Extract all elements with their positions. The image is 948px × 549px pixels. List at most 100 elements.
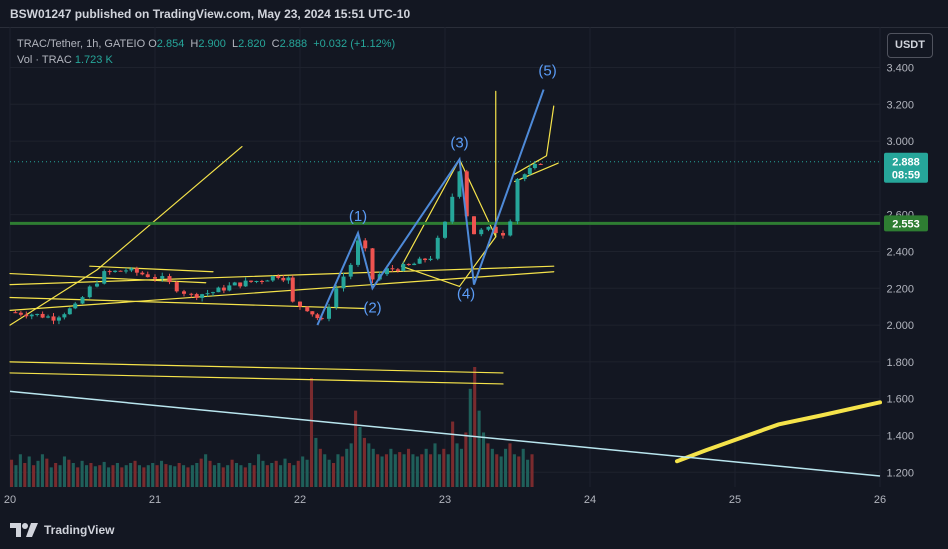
candle-body bbox=[341, 276, 346, 289]
volume-bar bbox=[314, 437, 318, 487]
volume-bar bbox=[380, 456, 384, 487]
volume-bar bbox=[265, 465, 269, 487]
trendline-lower-band-2 bbox=[9, 372, 504, 385]
candle-body bbox=[532, 163, 537, 169]
brand-name: TradingView bbox=[44, 523, 115, 537]
volume-bar bbox=[402, 454, 406, 487]
volume-bar bbox=[102, 461, 106, 487]
candle-body bbox=[194, 294, 199, 298]
currency-button[interactable]: USDT bbox=[887, 33, 933, 58]
candle-body bbox=[428, 258, 433, 261]
candle-body bbox=[290, 277, 295, 302]
volume-bar bbox=[327, 459, 331, 487]
volume-bar bbox=[89, 463, 93, 487]
volume-bar bbox=[437, 454, 441, 487]
volume-bar bbox=[177, 463, 181, 487]
volume-bar bbox=[137, 465, 142, 487]
candle-body bbox=[129, 268, 134, 271]
candle-body bbox=[417, 258, 422, 264]
time-axis[interactable]: 20 21 22 23 24 25 26 bbox=[4, 494, 886, 506]
volume-bar bbox=[32, 465, 36, 487]
volume-bar bbox=[186, 467, 190, 487]
symbol-title[interactable]: TRAC/Tether, 1h, GATEIO bbox=[17, 38, 146, 50]
volume-bar bbox=[155, 465, 159, 487]
close-label: C bbox=[271, 38, 280, 50]
volume-bar bbox=[283, 458, 287, 487]
candle-body bbox=[232, 282, 237, 286]
volume-bar bbox=[464, 432, 468, 487]
candle-body bbox=[73, 303, 78, 309]
time-tick-label: 23 bbox=[439, 494, 451, 506]
last-price-tag bbox=[884, 152, 928, 183]
candle-body bbox=[390, 268, 395, 270]
trendline-lower-band-1 bbox=[9, 361, 504, 374]
candle-body bbox=[29, 314, 34, 317]
volume-bar bbox=[406, 448, 411, 487]
candle-body bbox=[327, 307, 331, 319]
volume-bar bbox=[221, 467, 225, 487]
volume-bar bbox=[526, 459, 530, 487]
volume-bar bbox=[477, 410, 481, 487]
volume-bar bbox=[49, 467, 53, 487]
volume-bar bbox=[23, 463, 27, 487]
candle-body bbox=[35, 313, 40, 315]
tradingview-footer[interactable]: TradingView bbox=[10, 523, 114, 537]
volume-bar bbox=[309, 377, 314, 487]
volume-bar bbox=[292, 465, 296, 487]
candle-body bbox=[508, 221, 513, 236]
candle-body bbox=[174, 282, 179, 292]
volume-bar bbox=[279, 465, 283, 487]
volume-bar bbox=[433, 443, 437, 487]
candle-body bbox=[243, 280, 248, 287]
volume-bar bbox=[195, 463, 199, 487]
candle-body bbox=[501, 233, 505, 236]
price-tick-label: 3.000 bbox=[886, 136, 914, 148]
volume-bar bbox=[248, 463, 252, 487]
candle-body bbox=[472, 216, 476, 235]
volume-bar bbox=[331, 463, 336, 487]
candle-body bbox=[515, 178, 520, 222]
trendline-channel-mid bbox=[9, 271, 555, 311]
volume-bar bbox=[146, 465, 150, 487]
volume-bar bbox=[234, 463, 239, 487]
volume-bar bbox=[468, 388, 472, 487]
candle-body bbox=[160, 276, 165, 279]
price-axis[interactable]: 1.2001.4001.6001.8002.0002.2002.4002.600… bbox=[886, 62, 914, 479]
volume-bar bbox=[58, 465, 62, 487]
volume-bar bbox=[252, 465, 256, 487]
candle-body bbox=[356, 240, 360, 265]
candle-body bbox=[276, 275, 281, 278]
grid bbox=[9, 27, 881, 487]
volume-bar bbox=[340, 456, 344, 487]
candle-body bbox=[457, 171, 462, 197]
volume-bar bbox=[336, 454, 340, 487]
candle-body bbox=[334, 288, 339, 308]
candle-body bbox=[56, 317, 61, 321]
candle-body bbox=[153, 277, 157, 279]
high-value: 2.900 bbox=[198, 38, 226, 50]
volume-bar bbox=[142, 467, 146, 487]
volume-bar bbox=[371, 448, 375, 487]
candle-body bbox=[62, 314, 67, 318]
bar-countdown: 08:59 bbox=[892, 170, 920, 182]
candle-body bbox=[140, 272, 145, 275]
volume-label[interactable]: Vol · TRAC bbox=[17, 54, 72, 66]
price-chart[interactable]: (1) (2) (3) (4) (5) 1.200 1.400 1.600 1.800 2.00… bbox=[0, 27, 948, 522]
trendline-projection-curve bbox=[675, 400, 882, 464]
candle-body bbox=[24, 314, 29, 317]
volume-bar bbox=[354, 410, 358, 487]
volume-bar bbox=[217, 463, 221, 487]
candle-body bbox=[189, 293, 194, 295]
price-tick-label: 3.400 bbox=[886, 62, 914, 74]
volume-bar bbox=[301, 456, 305, 487]
volume-bar bbox=[36, 460, 40, 487]
volume-bar bbox=[14, 465, 18, 487]
time-tick-label: 21 bbox=[149, 494, 161, 506]
volume-bar bbox=[318, 448, 322, 487]
price-tick-label: 2.400 bbox=[886, 246, 914, 258]
time-tick-label: 20 bbox=[4, 494, 16, 506]
volume-bar bbox=[521, 448, 525, 487]
candle-body bbox=[450, 196, 455, 222]
candle-body bbox=[522, 174, 527, 179]
